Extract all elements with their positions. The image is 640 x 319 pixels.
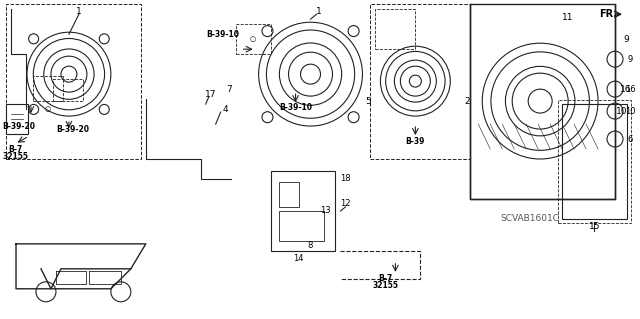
Text: B-39-20: B-39-20 — [56, 124, 90, 134]
Bar — [53, 79, 83, 101]
Text: 32155: 32155 — [372, 281, 399, 290]
Bar — [558, 100, 631, 223]
Bar — [278, 182, 298, 207]
Text: 16: 16 — [625, 85, 636, 93]
Bar — [562, 104, 627, 219]
Text: 1: 1 — [316, 7, 321, 16]
Text: 2: 2 — [465, 97, 470, 106]
Text: 14: 14 — [293, 254, 304, 263]
Text: B-39-10: B-39-10 — [206, 30, 239, 39]
Text: 10: 10 — [616, 107, 628, 115]
Text: 4: 4 — [223, 105, 228, 114]
Text: ○: ○ — [250, 36, 256, 42]
Text: 32155: 32155 — [2, 152, 28, 160]
Bar — [271, 171, 335, 251]
Bar — [371, 4, 470, 159]
Bar — [470, 4, 615, 199]
Text: 5: 5 — [365, 97, 371, 106]
Text: 1: 1 — [76, 7, 82, 16]
Text: 12: 12 — [340, 199, 351, 208]
Bar — [6, 4, 141, 159]
Text: 9: 9 — [627, 55, 633, 64]
Text: 18: 18 — [340, 174, 351, 183]
Text: ○: ○ — [45, 106, 51, 112]
Text: 7: 7 — [226, 85, 232, 93]
Text: 15: 15 — [589, 222, 601, 231]
Text: 16: 16 — [620, 85, 632, 93]
Bar — [376, 9, 415, 49]
Text: 10: 10 — [625, 107, 636, 115]
Text: SCVAB1601C: SCVAB1601C — [500, 214, 559, 223]
Bar — [33, 76, 63, 101]
Text: B-39: B-39 — [406, 137, 425, 145]
Bar — [236, 24, 271, 54]
Text: 13: 13 — [320, 206, 331, 215]
Text: FR.: FR. — [599, 9, 617, 19]
Text: 6: 6 — [627, 135, 633, 144]
Text: 17: 17 — [205, 90, 216, 99]
Text: B-7: B-7 — [8, 145, 22, 153]
Text: B-7: B-7 — [378, 274, 392, 283]
Text: 11: 11 — [563, 13, 574, 22]
Bar — [278, 211, 323, 241]
Text: 9: 9 — [623, 35, 629, 44]
Bar — [6, 104, 28, 134]
Text: 8: 8 — [308, 241, 313, 250]
Text: B-39-10: B-39-10 — [279, 103, 312, 112]
Text: B-39-20: B-39-20 — [3, 122, 35, 130]
